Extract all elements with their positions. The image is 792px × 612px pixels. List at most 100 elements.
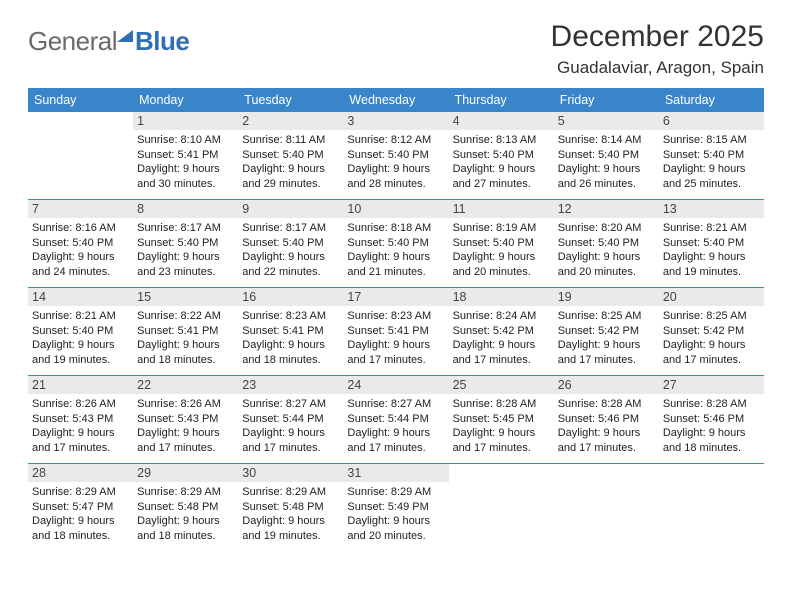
- calendar-day-cell: 18Sunrise: 8:24 AMSunset: 5:42 PMDayligh…: [449, 288, 554, 376]
- day-number: 26: [554, 376, 659, 394]
- day-info: Sunrise: 8:29 AMSunset: 5:49 PMDaylight:…: [347, 485, 444, 543]
- calendar-day-cell: 5Sunrise: 8:14 AMSunset: 5:40 PMDaylight…: [554, 112, 659, 200]
- day-info: Sunrise: 8:17 AMSunset: 5:40 PMDaylight:…: [242, 221, 339, 279]
- calendar-day-cell: 16 Sunrise: 8:23 AMSunset: 5:41 PMDayligh…: [238, 288, 343, 376]
- calendar-week-row: 28 Sunrise: 8:29 AMSunset: 5:47 PMDayligh…: [28, 464, 764, 552]
- calendar-day-cell: [554, 464, 659, 552]
- day-number: 9: [238, 200, 343, 218]
- day-number: 8: [133, 200, 238, 218]
- calendar-day-cell: 2Sunrise: 8:11 AMSunset: 5:40 PMDaylight…: [238, 112, 343, 200]
- day-info: Sunrise: 8:25 AMSunset: 5:42 PMDaylight:…: [663, 309, 760, 367]
- day-number: 1: [133, 112, 238, 130]
- day-info: Sunrise: 8:18 AMSunset: 5:40 PMDaylight:…: [347, 221, 444, 279]
- day-info: Sunrise: 8:17 AMSunset: 5:40 PMDaylight:…: [137, 221, 234, 279]
- calendar-week-row: 1 Sunrise: 8:10 AMSunset: 5:41 PMDaylight…: [28, 112, 764, 200]
- calendar-day-cell: 7 Sunrise: 8:16 AMSunset: 5:40 PMDaylight…: [28, 200, 133, 288]
- day-number: 18: [449, 288, 554, 306]
- brand-part2: Blue: [135, 26, 189, 57]
- day-number: 13: [659, 200, 764, 218]
- day-info: Sunrise: 8:16 AMSunset: 5:40 PMDaylight:…: [32, 221, 129, 279]
- day-info: Sunrise: 8:29 AMSunset: 5:48 PMDaylight:…: [137, 485, 234, 543]
- calendar-week-row: 14 Sunrise: 8:21 AMSunset: 5:40 PMDayligh…: [28, 288, 764, 376]
- brand-triangle-icon: [117, 30, 133, 42]
- calendar-day-cell: [449, 464, 554, 552]
- day-number: 25: [449, 376, 554, 394]
- calendar-day-cell: 31Sunrise: 8:29 AMSunset: 5:49 PMDayligh…: [343, 464, 448, 552]
- day-info: Sunrise: 8:23 AMSunset: 5:41 PMDaylight:…: [347, 309, 444, 367]
- day-info: Sunrise: 8:21 AMSunset: 5:40 PMDaylight:…: [663, 221, 760, 279]
- day-info: Sunrise: 8:13 AMSunset: 5:40 PMDaylight:…: [453, 133, 550, 191]
- day-number: 11: [449, 200, 554, 218]
- calendar-day-cell: 4Sunrise: 8:13 AMSunset: 5:40 PMDaylight…: [449, 112, 554, 200]
- weekday-header: Friday: [554, 88, 659, 112]
- day-info: Sunrise: 8:28 AMSunset: 5:46 PMDaylight:…: [558, 397, 655, 455]
- calendar-day-cell: 9 Sunrise: 8:17 AMSunset: 5:40 PMDaylight…: [238, 200, 343, 288]
- brand-part1: General: [28, 26, 117, 57]
- day-info: Sunrise: 8:26 AMSunset: 5:43 PMDaylight:…: [137, 397, 234, 455]
- day-number: 19: [554, 288, 659, 306]
- calendar-day-cell: 6 Sunrise: 8:15 AMSunset: 5:40 PMDaylight…: [659, 112, 764, 200]
- calendar-day-cell: 28 Sunrise: 8:29 AMSunset: 5:47 PMDayligh…: [28, 464, 133, 552]
- day-number: 7: [28, 200, 133, 218]
- day-number: 5: [554, 112, 659, 130]
- day-number: 24: [343, 376, 448, 394]
- day-number: 22: [133, 376, 238, 394]
- month-title: December 2025: [551, 20, 764, 54]
- day-info: Sunrise: 8:28 AMSunset: 5:46 PMDaylight:…: [663, 397, 760, 455]
- calendar-day-cell: 23Sunrise: 8:27 AMSunset: 5:44 PMDayligh…: [238, 376, 343, 464]
- calendar-day-cell: 20 Sunrise: 8:25 AMSunset: 5:42 PMDayligh…: [659, 288, 764, 376]
- day-info: Sunrise: 8:10 AMSunset: 5:41 PMDaylight:…: [137, 133, 234, 191]
- day-number: 21: [28, 376, 133, 394]
- day-info: Sunrise: 8:22 AMSunset: 5:41 PMDaylight:…: [137, 309, 234, 367]
- weekday-header: Sunday: [28, 88, 133, 112]
- day-number: 6: [659, 112, 764, 130]
- day-number: 27: [659, 376, 764, 394]
- day-number: 23: [238, 376, 343, 394]
- weekday-header: Thursday: [449, 88, 554, 112]
- day-number: 17: [343, 288, 448, 306]
- day-info: Sunrise: 8:15 AMSunset: 5:40 PMDaylight:…: [663, 133, 760, 191]
- day-info: Sunrise: 8:23 AMSunset: 5:41 PMDaylight:…: [242, 309, 339, 367]
- calendar-day-cell: 29 Sunrise: 8:29 AMSunset: 5:48 PMDayligh…: [133, 464, 238, 552]
- calendar-day-cell: 14 Sunrise: 8:21 AMSunset: 5:40 PMDayligh…: [28, 288, 133, 376]
- day-number: 16: [238, 288, 343, 306]
- day-info: Sunrise: 8:11 AMSunset: 5:40 PMDaylight:…: [242, 133, 339, 191]
- day-info: Sunrise: 8:19 AMSunset: 5:40 PMDaylight:…: [453, 221, 550, 279]
- day-number: 10: [343, 200, 448, 218]
- header: General Blue December 2025 Guadalaviar, …: [28, 20, 764, 78]
- calendar-day-cell: 21 Sunrise: 8:26 AMSunset: 5:43 PMDayligh…: [28, 376, 133, 464]
- calendar-day-cell: 30 Sunrise: 8:29 AMSunset: 5:48 PMDayligh…: [238, 464, 343, 552]
- calendar-day-cell: 27 Sunrise: 8:28 AMSunset: 5:46 PMDayligh…: [659, 376, 764, 464]
- calendar-week-row: 7 Sunrise: 8:16 AMSunset: 5:40 PMDaylight…: [28, 200, 764, 288]
- day-info: Sunrise: 8:29 AMSunset: 5:48 PMDaylight:…: [242, 485, 339, 543]
- day-info: Sunrise: 8:29 AMSunset: 5:47 PMDaylight:…: [32, 485, 129, 543]
- calendar-week-row: 21Sunrise: 8:26 AMSunset: 5:43 PMDayligh…: [28, 376, 764, 464]
- brand-logo: General Blue: [28, 26, 189, 57]
- calendar-day-cell: 15Sunrise: 8:22 AMSunset: 5:41 PMDayligh…: [133, 288, 238, 376]
- day-number: 14: [28, 288, 133, 306]
- calendar-day-cell: 11 Sunrise: 8:19 AMSunset: 5:40 PMDayligh…: [449, 200, 554, 288]
- calendar-day-cell: 25 Sunrise: 8:28 AMSunset: 5:45 PMDayligh…: [449, 376, 554, 464]
- weekday-header: Wednesday: [343, 88, 448, 112]
- weekday-header: Tuesday: [238, 88, 343, 112]
- calendar-day-cell: 3Sunrise: 8:12 AMSunset: 5:40 PMDaylight…: [343, 112, 448, 200]
- calendar-day-cell: 1 Sunrise: 8:10 AMSunset: 5:41 PMDaylight…: [133, 112, 238, 200]
- calendar-day-cell: 12Sunrise: 8:20 AMSunset: 5:40 PMDayligh…: [554, 200, 659, 288]
- day-number: 30: [238, 464, 343, 482]
- day-number: 20: [659, 288, 764, 306]
- calendar-day-cell: 13 Sunrise: 8:21 AMSunset: 5:40 PMDayligh…: [659, 200, 764, 288]
- calendar-day-cell: 19Sunrise: 8:25 AMSunset: 5:42 PMDayligh…: [554, 288, 659, 376]
- title-block: December 2025 Guadalaviar, Aragon, Spain: [551, 20, 764, 78]
- location-text: Guadalaviar, Aragon, Spain: [551, 58, 764, 78]
- calendar-body: 1 Sunrise: 8:10 AMSunset: 5:41 PMDaylight…: [28, 112, 764, 551]
- calendar-day-cell: 17 Sunrise: 8:23 AMSunset: 5:41 PMDayligh…: [343, 288, 448, 376]
- day-info: Sunrise: 8:27 AMSunset: 5:44 PMDaylight:…: [347, 397, 444, 455]
- day-number: 29: [133, 464, 238, 482]
- day-info: Sunrise: 8:26 AMSunset: 5:43 PMDaylight:…: [32, 397, 129, 455]
- day-info: Sunrise: 8:28 AMSunset: 5:45 PMDaylight:…: [453, 397, 550, 455]
- day-number: 28: [28, 464, 133, 482]
- calendar-day-cell: 24 Sunrise: 8:27 AMSunset: 5:44 PMDayligh…: [343, 376, 448, 464]
- weekday-header: Saturday: [659, 88, 764, 112]
- day-info: Sunrise: 8:21 AMSunset: 5:40 PMDaylight:…: [32, 309, 129, 367]
- day-number: 12: [554, 200, 659, 218]
